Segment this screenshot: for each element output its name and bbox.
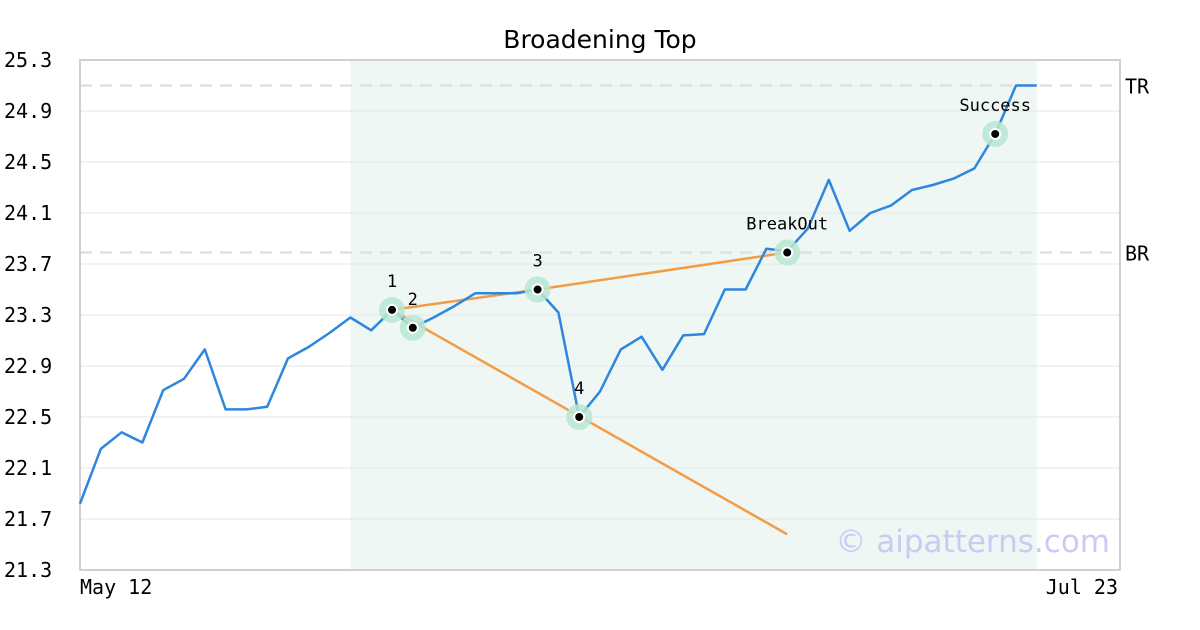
level-lines: TR BR [80,75,1150,266]
point-marker [989,127,1002,140]
point-label: Success [959,96,1031,116]
y-tick-label: 24.9 [4,99,52,123]
point-marker [531,283,544,296]
point-marker [781,246,794,259]
y-tick-label: 21.7 [4,507,52,531]
level-label-br: BR [1125,242,1150,266]
chart-title: Broadening Top [503,25,696,54]
plot-frame [79,59,1121,571]
trendline [537,251,788,291]
y-tick-label: 22.9 [4,354,52,378]
point-label: 2 [408,290,418,310]
point-marker [573,411,586,423]
point-label: 1 [387,272,397,292]
point-marker [386,303,398,316]
level-label-tr: TR [1125,75,1150,99]
grid-lines [80,110,1120,520]
y-tick-label: 23.3 [4,303,52,327]
point-label: 4 [574,379,584,399]
watermark: © aipatterns.com [835,524,1110,560]
y-tick-label: 24.5 [4,150,52,174]
y-tick-label: 23.7 [4,252,52,276]
y-tick-label: 25.3 [4,48,52,72]
x-tick-end: Jul 23 [1046,575,1118,599]
price-line [78,84,1037,505]
y-tick-label: 21.3 [4,558,52,582]
y-tick-label: 22.5 [4,405,52,429]
point-label: BreakOut [746,215,828,235]
point-marker [406,321,419,334]
y-tick-label: 22.1 [4,456,52,480]
x-tick-start: May 12 [80,575,152,599]
point-label: 3 [532,252,542,272]
y-axis-ticks: 21.3 21.7 22.1 22.5 22.9 23.3 23.7 24.1 24.5 24.9… [4,48,52,582]
y-tick-label: 24.1 [4,201,52,225]
pattern-points: 12 3 4 BreakOut Success [379,96,1031,430]
